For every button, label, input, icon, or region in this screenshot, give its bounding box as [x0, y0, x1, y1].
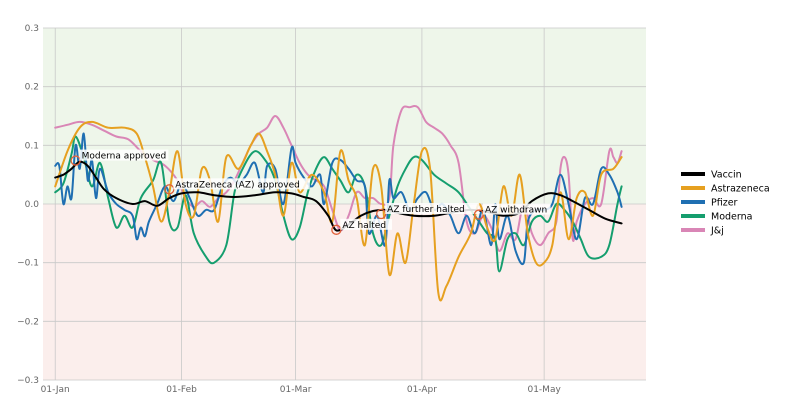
y-tick-label: 0.1: [25, 141, 39, 151]
x-tick-label: 01-Apr: [407, 385, 437, 395]
y-tick-label: 0.3: [25, 24, 39, 34]
legend-label-vaccin: Vaccin: [711, 170, 742, 181]
legend-label-astrazeneca: Astrazeneca: [711, 184, 770, 195]
annotation-label: AZ further halted: [387, 205, 465, 215]
x-tick-label: 01-May: [527, 385, 561, 395]
y-tick-label: 0.2: [25, 83, 39, 93]
annotation-label-background: [173, 178, 310, 190]
legend-label-moderna: Moderna: [711, 212, 752, 223]
annotation-label: Moderna approved: [82, 152, 167, 162]
annotation-label: AstraZeneca (AZ) approved: [175, 180, 300, 190]
tick-labels: −0.3 −0.2 −0.1 0.0 0.1 0.2 0.3 01-Jan 01-Feb 01-M…: [17, 24, 561, 395]
x-tick-label: 01-Mar: [280, 385, 312, 395]
series-line-astrazeneca: [54, 120, 623, 302]
x-tick-label: 01-Feb: [166, 385, 197, 395]
annotation-label: AZ halted: [342, 221, 386, 231]
series-line-moderna: [54, 135, 623, 273]
series-line-pfizer: [54, 132, 623, 266]
annotation-label-background: [385, 202, 480, 214]
y-tick-label: −0.1: [17, 259, 39, 269]
background-band-positive: [43, 28, 646, 204]
annotation-label-background: [482, 203, 551, 215]
legend-label-pfizer: Pfizer: [711, 198, 738, 209]
annotation-label: AZ withdrawn: [485, 206, 547, 216]
annotation-label-background: [340, 218, 393, 230]
legend-label-j-j: J&j: [710, 226, 724, 237]
annotations: Moderna approved AstraZeneca (AZ) approve…: [70, 149, 551, 235]
legend: Vaccin Astrazeneca Pfizer Moderna J&j: [681, 170, 770, 237]
annotation-label-background: [79, 149, 169, 161]
y-tick-label: −0.2: [17, 317, 39, 327]
y-tick-label: −0.3: [17, 376, 39, 386]
series-line-j-j: [54, 105, 623, 252]
y-tick-label: 0.0: [25, 200, 40, 210]
x-tick-label: 01-Jan: [41, 385, 70, 395]
